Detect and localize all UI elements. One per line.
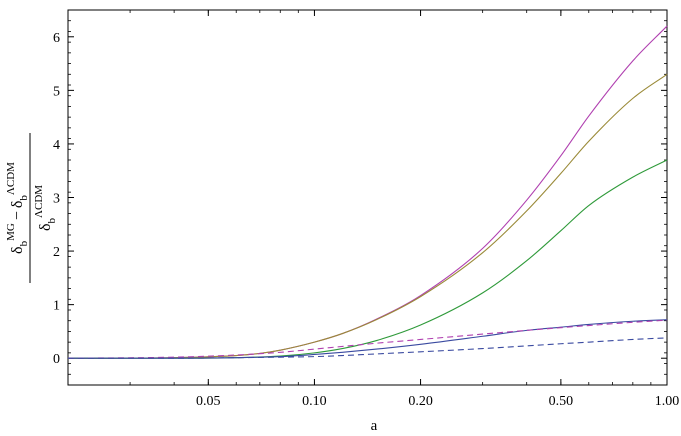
series-line-2	[67, 73, 668, 359]
x-axis-label: a	[371, 418, 378, 434]
y-label-numerator: δbMG−δbΛCDM	[5, 162, 30, 254]
y-label-denominator: δbΛCDM	[33, 185, 58, 231]
y-tick-label: 5	[53, 84, 60, 99]
y-tick-label: 6	[53, 31, 60, 46]
y-tick-label: 1	[53, 299, 60, 314]
x-tick-label: 0.10	[302, 394, 327, 409]
y-axis-ticks: 0 1 2 3 4 5 6	[53, 9, 667, 386]
y-tick-label: 2	[53, 245, 60, 260]
x-tick-label: 0.20	[408, 394, 433, 409]
series-line-4	[68, 319, 668, 359]
y-axis-label: δbMG−δbΛCDM δbΛCDM	[5, 133, 58, 283]
x-tick-label: 0.50	[549, 394, 574, 409]
x-tick-label: 1.00	[655, 394, 680, 409]
y-tick-label: 3	[53, 192, 60, 207]
series-line-5	[67, 319, 668, 359]
series-layer	[67, 25, 668, 359]
x-tick-label: 0.05	[196, 394, 221, 409]
x-axis-ticks: 0.05 0.10 0.20 0.50 1.00	[67, 10, 680, 409]
series-line-6	[68, 337, 668, 359]
y-tick-label: 0	[53, 352, 60, 367]
y-tick-label: 4	[53, 138, 60, 153]
